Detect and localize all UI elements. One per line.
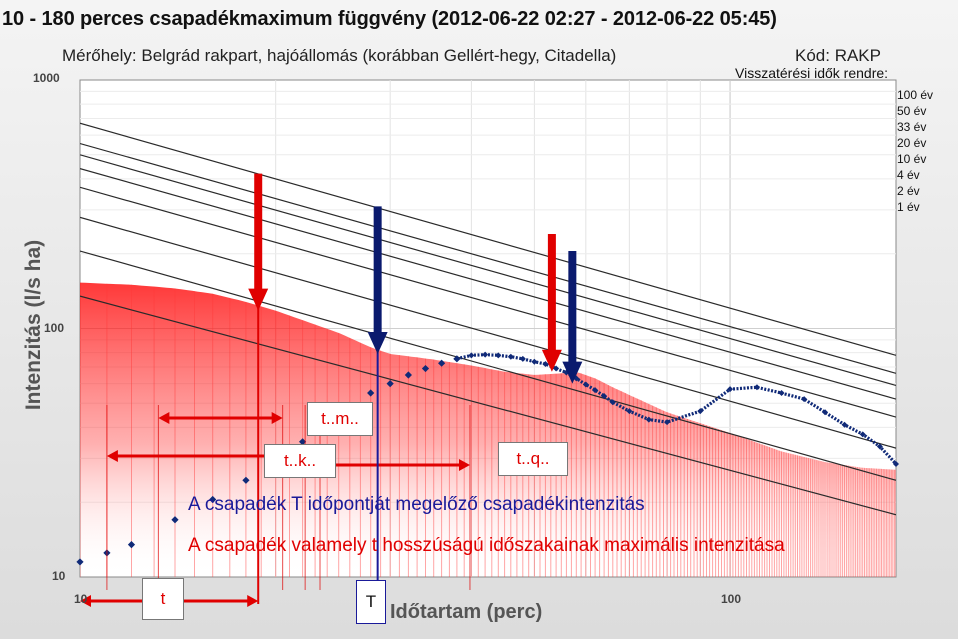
series-point [76,558,84,566]
series-point [171,516,179,524]
return-period-label: 33 év [897,120,927,134]
series-point [421,364,430,373]
return-period-label: 20 év [897,136,927,150]
y-tick-label: 100 [44,321,65,335]
series-point [127,541,136,549]
return-period-label: 4 év [897,168,920,182]
return-period-line [80,216,896,449]
return-period-line [80,168,896,400]
span-t-q-head [458,459,470,471]
span-t-m-head [158,412,170,424]
series-point [242,476,250,484]
x-tick-label: 100 [721,592,742,606]
label-t-k: t..k.. [264,444,336,478]
profile-area [80,282,896,577]
marker-arrow-head [562,361,583,384]
marker-arrow-head [541,349,562,372]
y-axis-label: Intenzitás (l/s ha) [22,239,45,411]
series-point [209,495,217,504]
annotation-red: A csapadék valamely t hosszúságú időszak… [188,535,785,556]
marker-arrow-head [367,331,388,354]
return-period-header: Visszatérési idők rendre: [735,65,889,81]
series-line [456,352,898,466]
span-t-head [80,595,91,607]
station-code: Kód: RAKP [795,46,881,65]
arrow-markers [248,173,583,384]
return-period-line [80,250,896,481]
y-tick-label: 1000 [33,71,60,85]
span-t-head [247,595,259,607]
chart-subtitle: Mérőhely: Belgrád rakpart, hajóállomás (… [62,46,617,65]
annotation-blue: A csapadék T időpontját megelőző csapadé… [188,494,645,515]
label-t-m: t..m.. [307,402,373,436]
return-period-lines [80,122,896,516]
series-point [404,371,412,379]
span-t-m-head [271,412,283,424]
series-point [453,355,461,363]
series-point [386,380,394,388]
return-period-line [80,122,896,356]
label-T: T [356,580,386,624]
return-period-label: 50 év [897,104,927,118]
series-point [438,359,446,367]
x-axis-label: Időtartam (perc) [390,601,543,623]
return-period-line [80,295,896,516]
series-point [367,389,375,397]
span-t-k-head [106,450,118,462]
chart-title: 10 - 180 perces csapadékmaximum függvény… [2,8,777,30]
marker-arrow-head [248,288,269,311]
label-t: t [142,578,184,620]
label-t-q: t..q.. [498,442,568,476]
return-period-line [80,186,896,418]
return-period-label: 2 év [897,184,920,198]
y-tick-label: 10 [52,569,66,583]
return-period-label: 1 év [897,200,920,214]
return-period-label: 100 év [897,88,934,102]
return-period-line [80,154,896,387]
x-tick-label: 10 [74,592,88,606]
return-period-line [80,142,896,374]
series-point [298,438,307,446]
return-period-label: 10 év [897,152,927,166]
